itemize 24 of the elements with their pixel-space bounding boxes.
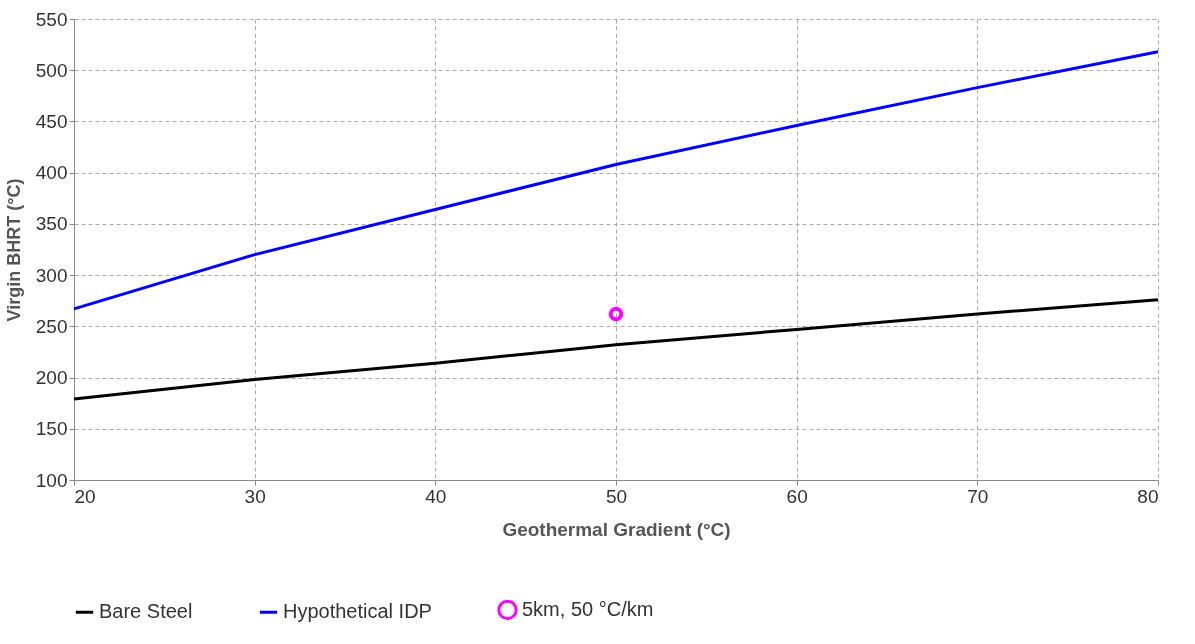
x-tick-label: 60 xyxy=(786,485,808,507)
y-tick-label: 450 xyxy=(35,110,68,132)
x-tick-label: 40 xyxy=(425,485,447,507)
y-tick-label: 400 xyxy=(35,162,68,184)
x-tick-label: 70 xyxy=(967,485,989,507)
legend-label: Hypothetical IDP xyxy=(283,600,432,623)
x-tick-label: 20 xyxy=(74,485,96,507)
line-series xyxy=(72,298,1160,401)
legend-label: Bare Steel xyxy=(99,600,193,623)
y-axis-title: Virgin BHRT (°C) xyxy=(3,178,24,322)
legend-label: 5km, 50 °C/km xyxy=(522,597,654,620)
y-tick-label: 350 xyxy=(35,213,68,235)
y-tick-label: 100 xyxy=(35,469,68,491)
x-axis-title: Geothermal Gradient (°C) xyxy=(502,518,731,540)
x-tick-label: 30 xyxy=(244,485,266,507)
line-series xyxy=(72,50,1160,311)
y-tick-label: 300 xyxy=(35,264,68,286)
y-tick-label: 500 xyxy=(35,59,68,81)
y-tick-label: 200 xyxy=(35,367,68,389)
x-tick-label: 50 xyxy=(605,485,628,507)
y-tick-label: 250 xyxy=(35,315,68,337)
x-tick-label: 80 xyxy=(1137,485,1159,507)
y-tick-label: 550 xyxy=(35,8,68,30)
y-tick-label: 150 xyxy=(35,418,68,440)
